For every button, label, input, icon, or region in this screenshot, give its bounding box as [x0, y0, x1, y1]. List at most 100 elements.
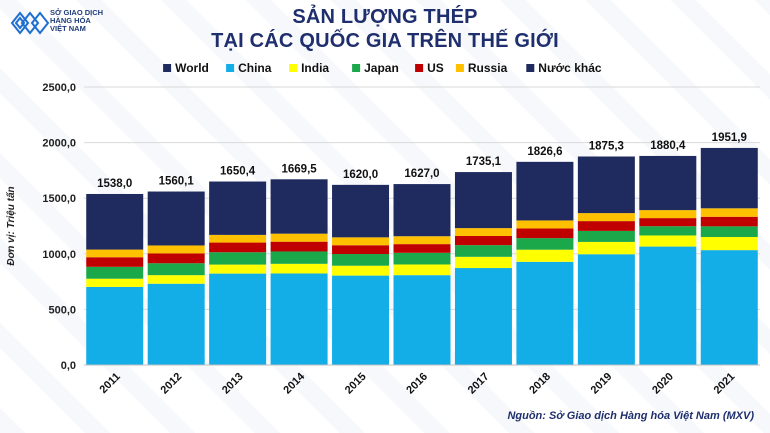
x-tick-label: 2020 — [650, 371, 676, 397]
bar-segment-china — [577, 254, 635, 365]
y-tick-label: 500,0 — [48, 304, 76, 316]
legend-label: China — [238, 61, 272, 75]
bar-segment-china — [700, 250, 758, 365]
bar-segment-us — [270, 241, 328, 252]
bar-segment-china — [147, 283, 205, 365]
bar-segment-russia — [86, 249, 144, 258]
y-tick-label: 0,0 — [61, 360, 76, 372]
bar-segment-nước-khác — [516, 161, 574, 221]
bar-segment-nước-khác — [700, 147, 758, 209]
bar-segment-india — [700, 237, 758, 251]
bar-segment-japan — [516, 238, 574, 250]
bar-segment-russia — [209, 234, 267, 243]
bar-segment-japan — [209, 252, 267, 265]
bar-total-label: 1826,6 — [527, 146, 562, 158]
x-tick-label: 2011 — [97, 371, 122, 396]
bar-segment-us — [86, 257, 144, 267]
bar-segment-india — [516, 249, 574, 262]
bar-segment-china — [454, 268, 512, 365]
x-tick-label: 2016 — [404, 371, 430, 397]
bar-total-label: 1880,4 — [650, 140, 686, 152]
bar-segment-us — [700, 216, 758, 227]
bar-segment-russia — [700, 208, 758, 217]
chart-title-line-2: TẠI CÁC QUỐC GIA TRÊN THẾ GIỚI — [211, 30, 559, 52]
legend-swatch-japan — [352, 64, 361, 72]
x-tick-label: 2015 — [343, 371, 369, 397]
x-tick-label: 2014 — [281, 370, 307, 396]
y-tick-label: 1500,0 — [42, 193, 76, 205]
y-tick-label: 1000,0 — [42, 249, 76, 261]
bar-segment-japan — [332, 254, 390, 266]
x-tick-label: 2018 — [527, 371, 553, 397]
bar-segment-us — [516, 228, 574, 239]
legend-label: Nước khác — [538, 61, 602, 75]
bar-segment-china — [209, 273, 267, 365]
x-tick-label: 2019 — [589, 371, 615, 397]
legend-label: US — [427, 61, 444, 75]
bar-total-label: 1560,1 — [159, 176, 195, 188]
bar-segment-russia — [147, 245, 205, 254]
logo-line-1: SỞ GIAO DỊCH — [50, 8, 104, 17]
logo-line-2: HÀNG HÓA — [50, 16, 91, 25]
chart-title-line-1: SẢN LƯỢNG THÉP — [292, 6, 478, 28]
bar-segment-japan — [577, 230, 635, 242]
bar-segment-us — [332, 245, 390, 255]
bar-segment-india — [270, 263, 328, 274]
bar-segment-japan — [700, 226, 758, 238]
logo-line-3: VIỆT NAM — [50, 24, 86, 33]
bar-segment-china — [516, 261, 574, 365]
bar-segment-china — [86, 286, 144, 365]
bar-segment-japan — [393, 252, 451, 265]
bar-segment-japan — [147, 263, 205, 276]
bar-segment-nước-khác — [639, 155, 697, 211]
y-axis-label: Đơn vị: Triệu tấn — [5, 186, 17, 265]
legend-label: Russia — [468, 61, 508, 75]
bar-segment-india — [209, 264, 267, 274]
bar-segment-russia — [639, 210, 697, 219]
bar-segment-india — [639, 235, 697, 247]
legend-swatch-russia — [455, 64, 464, 72]
bar-total-label: 1951,9 — [712, 132, 747, 144]
bar-segment-nước-khác — [393, 184, 451, 237]
x-tick-label: 2017 — [466, 371, 492, 397]
bar-segment-russia — [577, 213, 635, 222]
source-note: Nguồn: Sở Giao dịch Hàng hóa Việt Nam (M… — [507, 410, 754, 422]
bar-segment-india — [86, 278, 144, 287]
bar-segment-japan — [270, 251, 328, 264]
bar-segment-japan — [454, 245, 512, 257]
bar-segment-nước-khác — [209, 181, 267, 235]
bar-segment-nước-khác — [147, 191, 205, 246]
bar-segment-nước-khác — [332, 184, 390, 238]
bar-segment-china — [270, 273, 328, 365]
bar-total-label: 1627,0 — [404, 168, 439, 180]
bar-segment-russia — [516, 220, 574, 229]
legend-swatch-us — [415, 64, 424, 72]
legend-swatch-india — [289, 64, 298, 72]
bar-segment-china — [639, 246, 697, 365]
bar-segment-india — [332, 265, 390, 276]
bar-segment-nước-khác — [577, 156, 635, 214]
bar-segment-nước-khác — [86, 193, 144, 250]
bar-segment-us — [577, 221, 635, 231]
x-tick-label: 2021 — [712, 371, 738, 397]
y-tick-label: 2500,0 — [42, 82, 76, 94]
bar-segment-nước-khác — [270, 179, 328, 234]
x-tick-label: 2013 — [220, 371, 246, 397]
bar-segment-russia — [332, 237, 390, 246]
bar-segment-nước-khác — [454, 172, 512, 229]
bar-segment-india — [147, 275, 205, 284]
y-tick-label: 2000,0 — [42, 138, 76, 150]
bar-segment-us — [147, 253, 205, 264]
bar-segment-russia — [393, 236, 451, 245]
legend-swatch-china — [226, 64, 235, 72]
legend-swatch-world — [163, 64, 172, 72]
legend-swatch-nước-khác — [526, 64, 535, 72]
bar-segment-russia — [270, 233, 328, 242]
bar-segment-us — [454, 236, 512, 246]
bar-total-label: 1875,3 — [589, 140, 624, 152]
mxv-logo-icon — [10, 11, 50, 35]
bar-segment-us — [639, 218, 697, 227]
bar-segment-us — [393, 244, 451, 253]
bar-segment-russia — [454, 228, 512, 237]
